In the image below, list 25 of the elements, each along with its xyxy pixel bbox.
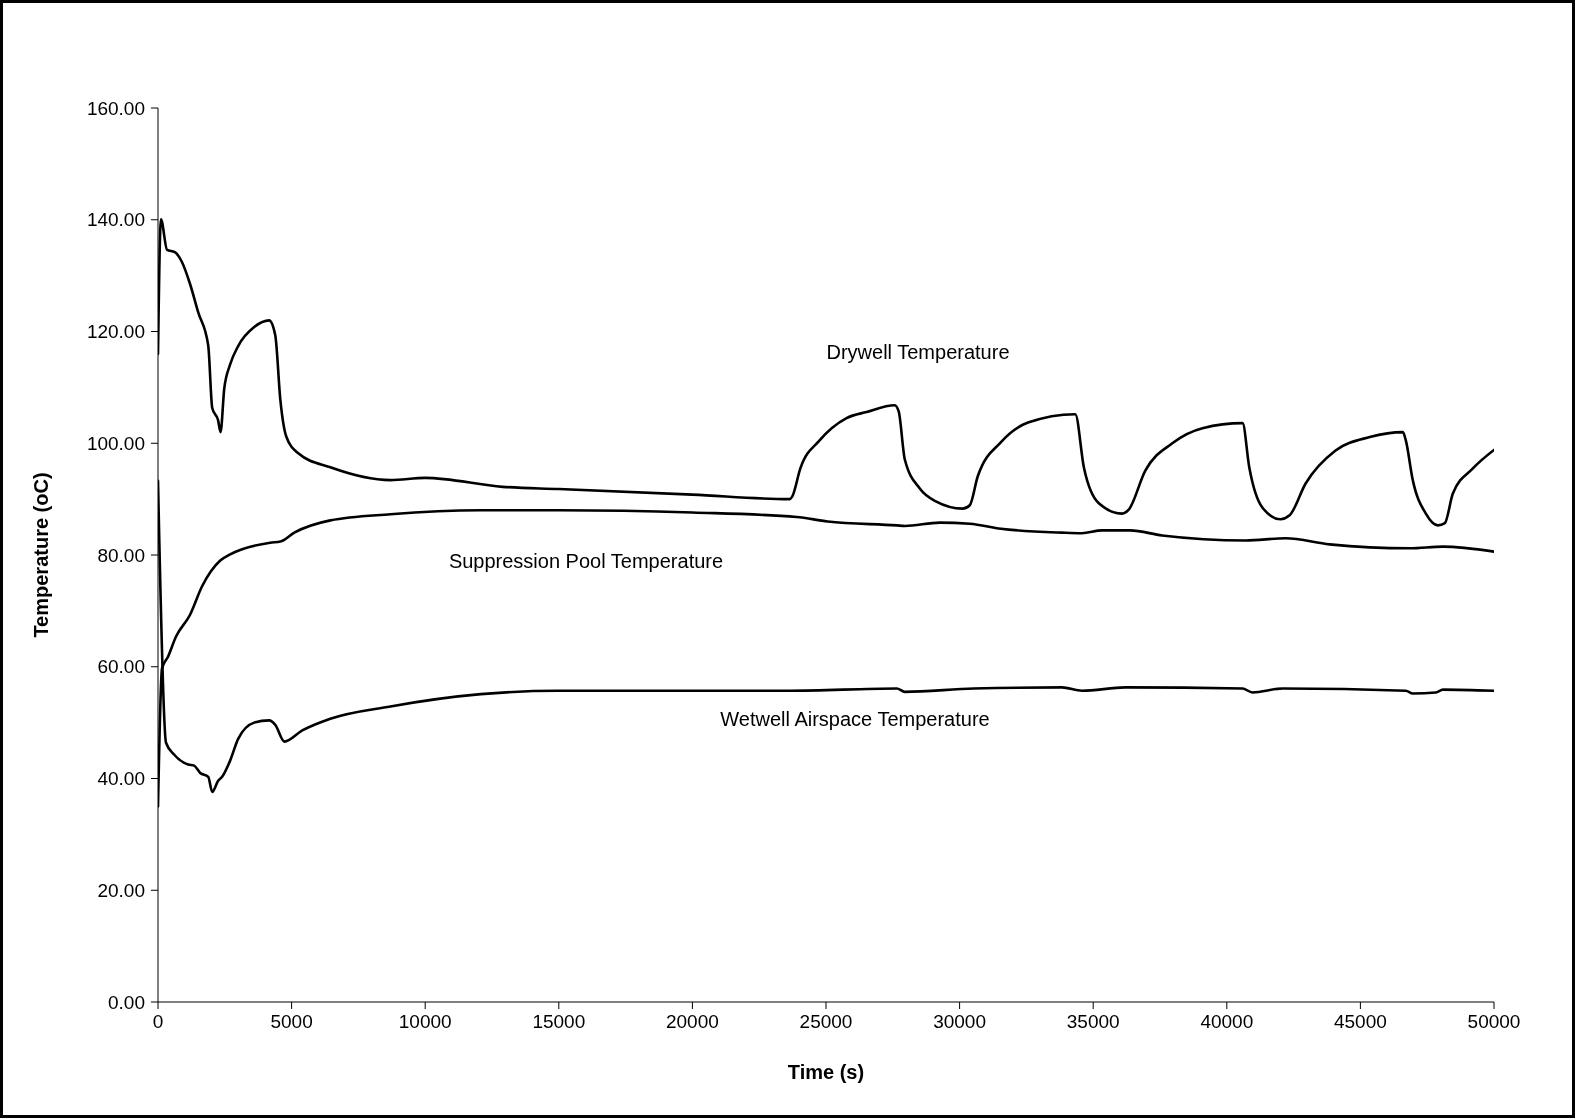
- x-axis-title: Time (s): [787, 1061, 865, 1083]
- y-tick-label: 100.00: [86, 432, 145, 454]
- y-tick-label: 160.00: [86, 97, 145, 119]
- annotation: Suppression Pool Temperature: [448, 549, 724, 573]
- y-tick-label: 140.00: [86, 209, 145, 231]
- annotation: Wetwell Airspace Temperature: [720, 707, 990, 731]
- x-tick-label: 15000: [532, 1011, 586, 1033]
- y-axis-title: Temperature (oC): [30, 472, 53, 638]
- y-tick-label: 20.00: [97, 879, 145, 901]
- x-tick-label: 45000: [1333, 1011, 1387, 1033]
- x-tick-label: 50000: [1467, 1011, 1521, 1033]
- x-tick-label: 10000: [398, 1011, 452, 1033]
- x-tick-label: 30000: [933, 1011, 987, 1033]
- y-tick-label: 80.00: [97, 544, 145, 566]
- y-tick-label: 40.00: [97, 768, 145, 790]
- y-tick-label: 60.00: [97, 656, 145, 678]
- y-tick-label: 0.00: [108, 991, 145, 1013]
- y-tick-label: 120.00: [86, 321, 145, 343]
- x-tick-label: 35000: [1066, 1011, 1120, 1033]
- x-tick-label: 20000: [665, 1011, 719, 1033]
- x-tick-label: 40000: [1200, 1011, 1254, 1033]
- annotation: Drywell Temperature: [826, 340, 1010, 364]
- x-tick-label: 0: [152, 1011, 164, 1033]
- x-tick-label: 25000: [799, 1011, 853, 1033]
- x-tick-label: 5000: [270, 1011, 313, 1033]
